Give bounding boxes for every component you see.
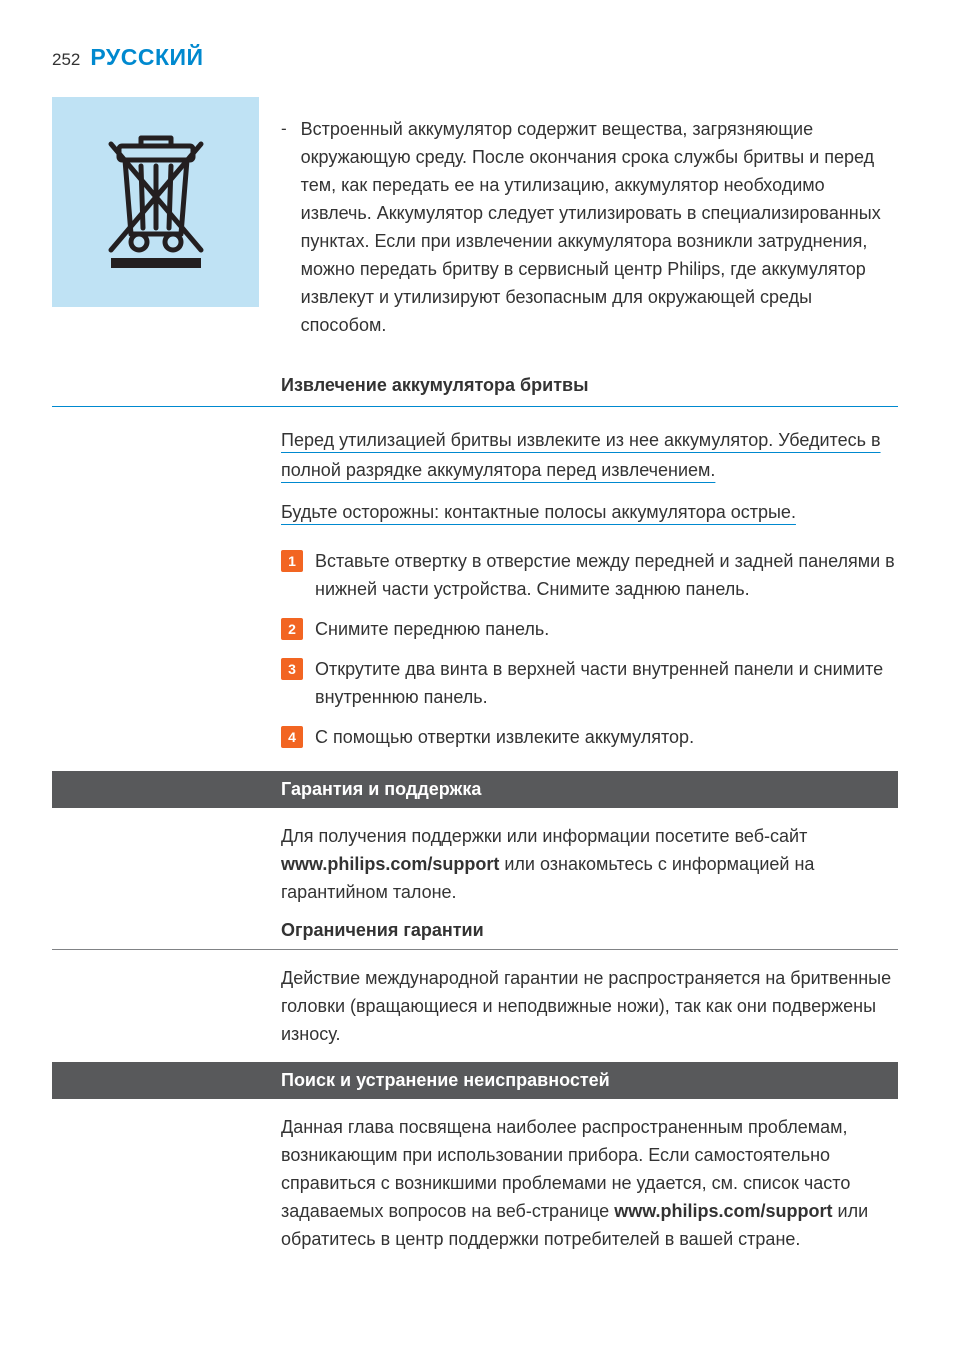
icon-text-row: - Встроенный аккумулятор содержит вещест… — [52, 97, 898, 339]
page-number: 252 — [52, 50, 80, 70]
weee-icon-box — [52, 97, 259, 307]
bullet-item: - Встроенный аккумулятор содержит вещест… — [281, 97, 898, 339]
text-fragment: Для получения поддержки или информации п… — [281, 826, 807, 846]
warranty-limits-heading: Ограничения гарантии — [281, 920, 898, 949]
warranty-paragraph: Для получения поддержки или информации п… — [281, 808, 898, 920]
section-bar-warranty: Гарантия и поддержка — [52, 771, 898, 808]
content-column: Извлечение аккумулятора бритвы Перед ути… — [281, 339, 898, 1267]
page-header: 252 РУССКИЙ — [52, 44, 898, 71]
step-text: С помощью отвертки извлеките аккумулятор… — [315, 723, 898, 751]
step-number: 1 — [281, 550, 303, 572]
support-url: www.philips.com/support — [281, 854, 499, 874]
warning-note-2: Будьте осторожны: контактные полосы акку… — [281, 489, 898, 531]
step-item: 3 Открутите два винта в верхней части вн… — [281, 649, 898, 717]
step-text: Вставьте отвертку в отверстие между пере… — [315, 547, 898, 603]
step-item: 2 Снимите переднюю панель. — [281, 609, 898, 649]
bullet-dash: - — [281, 115, 287, 339]
language-title: РУССКИЙ — [90, 44, 203, 71]
step-number: 2 — [281, 618, 303, 640]
step-number: 4 — [281, 726, 303, 748]
step-text: Снимите переднюю панель. — [315, 615, 898, 643]
step-text: Открутите два винта в верхней части внут… — [315, 655, 898, 711]
warning-note-1: Перед утилизацией бритвы извлеките из не… — [281, 407, 898, 489]
bullet-body: Встроенный аккумулятор содержит вещества… — [301, 115, 898, 339]
warranty-limits-text: Действие международной гарантии не распр… — [281, 950, 898, 1062]
support-url: www.philips.com/support — [614, 1201, 832, 1221]
step-item: 4 С помощью отвертки извлеките аккумулят… — [281, 717, 898, 757]
step-item: 1 Вставьте отвертку в отверстие между пе… — [281, 541, 898, 609]
step-number: 3 — [281, 658, 303, 680]
section-bar-troubleshoot: Поиск и устранение неисправностей — [52, 1062, 898, 1099]
troubleshoot-paragraph: Данная глава посвящена наиболее распрост… — [281, 1099, 898, 1267]
steps-list: 1 Вставьте отвертку в отверстие между пе… — [281, 531, 898, 771]
subsection-heading: Извлечение аккумулятора бритвы — [281, 367, 898, 406]
manual-page: 252 РУССКИЙ - — [0, 0, 954, 1354]
crossed-bin-icon — [101, 134, 211, 270]
